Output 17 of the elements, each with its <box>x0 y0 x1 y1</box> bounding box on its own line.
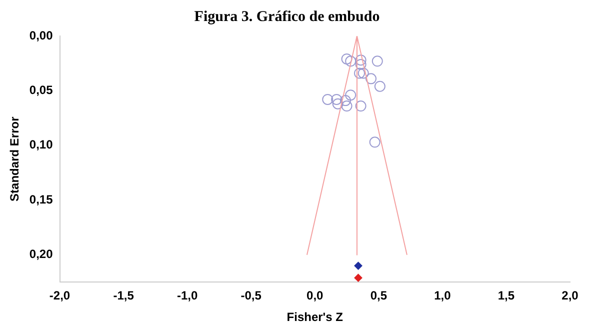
y-tick-label: 0,05 <box>29 83 54 98</box>
x-tick-label: 1,0 <box>434 288 452 303</box>
chart-title: Figura 3. Gráfico de embudo <box>194 8 380 25</box>
y-tick-label: 0,20 <box>29 247 54 262</box>
y-axis-title: Standard Error <box>8 116 22 202</box>
x-tick-label: -1,0 <box>176 288 198 303</box>
x-axis-title: Fisher's Z <box>286 310 343 324</box>
x-tick-label: -2,0 <box>49 288 70 303</box>
y-tick-label: 0,10 <box>29 138 54 152</box>
x-tick-label: 1,5 <box>498 288 515 303</box>
x-tick-label: 2,0 <box>562 288 579 303</box>
y-tick-label: 0,15 <box>29 192 54 206</box>
x-tick-label: 0,5 <box>370 288 388 303</box>
x-tick-label: -0,5 <box>240 288 262 303</box>
x-tick-label: -1,5 <box>113 288 134 303</box>
x-tick-label: 0,0 <box>306 288 324 303</box>
y-tick-label: 0,00 <box>29 28 54 42</box>
